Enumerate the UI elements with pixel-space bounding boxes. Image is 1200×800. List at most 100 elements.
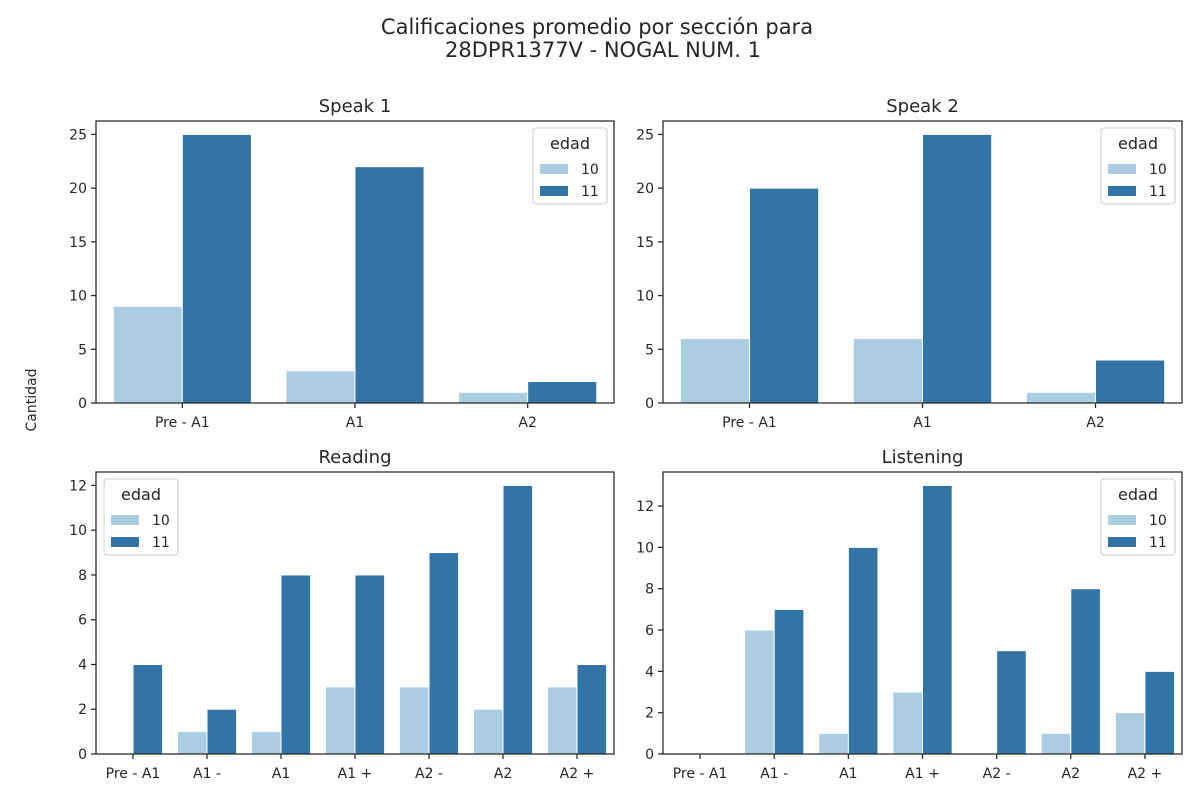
legend-entry-10: 10 (152, 513, 170, 529)
bar-10-2 (250, 731, 282, 755)
y-tick-label: 2 (78, 702, 87, 718)
bar-11-0 (181, 133, 252, 404)
y-tick-label: 5 (78, 342, 87, 358)
x-tick-label: Pre - A1 (106, 766, 161, 782)
figure-y-label: Cantidad (24, 369, 40, 432)
y-tick-label: 10 (69, 289, 87, 305)
panel-title: Reading (318, 447, 391, 468)
x-tick-label: A2 (1062, 766, 1080, 782)
figure-title-line2: 28DPR1377V - NOGAL NUM. 1 (445, 38, 761, 62)
legend-box (1100, 127, 1176, 205)
bar-10-0 (112, 305, 183, 404)
bar-11-2 (847, 546, 879, 755)
y-tick-label: 0 (645, 747, 654, 763)
bar-10-6 (546, 686, 578, 755)
x-tick-label: A2 (494, 766, 512, 782)
panel-title: Speak 2 (886, 96, 959, 117)
panel-1: Speak 2 0 5 10 15 20 25 Pre - A1 A1 A2 edad 10 11 (636, 96, 1183, 431)
x-tick-label: A1 - (760, 766, 788, 782)
y-tick-label: 10 (69, 523, 87, 539)
bar-11-4 (996, 650, 1027, 755)
legend-entry-10: 10 (1149, 513, 1167, 529)
bar-10-5 (1040, 732, 1072, 755)
legend-swatch-10 (111, 515, 139, 525)
x-tick-label: A2 (1086, 415, 1104, 431)
legend: edad 10 11 (1100, 127, 1176, 205)
bar-11-3 (922, 484, 953, 755)
bar-10-3 (892, 691, 923, 755)
y-tick-label: 4 (78, 657, 87, 673)
legend-box (1100, 478, 1176, 556)
legend-swatch-10 (1108, 164, 1136, 174)
bar-11-1 (773, 608, 805, 755)
y-tick-label: 20 (69, 181, 87, 197)
y-tick-label: 5 (645, 342, 654, 358)
y-tick-label: 12 (69, 478, 87, 494)
y-tick-label: 2 (645, 706, 654, 722)
bar-10-4 (398, 686, 430, 755)
y-tick-label: 0 (78, 396, 87, 412)
legend-entry-10: 10 (1149, 162, 1167, 178)
legend-title: edad (1118, 485, 1158, 504)
y-tick-label: 10 (636, 289, 654, 305)
legend-entry-11: 11 (1149, 184, 1167, 200)
y-tick-label: 4 (645, 664, 654, 680)
legend-title: edad (121, 485, 161, 504)
bar-11-0 (749, 187, 820, 404)
y-tick-label: 15 (636, 235, 654, 251)
bar-10-0 (679, 338, 750, 404)
x-tick-label: A2 - (415, 766, 443, 782)
legend-swatch-11 (1108, 537, 1136, 547)
bar-11-5 (502, 484, 534, 755)
panel-3: Listening 0 2 4 6 8 10 12 Pre - A1 A1 - A1 A1 + A2 -… (636, 447, 1183, 782)
bar-10-2 (1025, 391, 1097, 404)
x-tick-label: A1 (346, 415, 364, 431)
figure-title-line1: Calificaciones promedio por sección para (381, 15, 813, 39)
bar-11-3 (354, 574, 386, 755)
y-tick-label: 8 (645, 582, 654, 598)
x-tick-label: Pre - A1 (155, 415, 210, 431)
panel-title: Speak 1 (319, 96, 392, 117)
bar-10-1 (744, 629, 775, 755)
x-tick-label: Pre - A1 (673, 766, 728, 782)
legend: edad 10 11 (1100, 478, 1176, 556)
legend-swatch-11 (111, 537, 139, 547)
bar-10-1 (176, 731, 208, 755)
bar-10-1 (285, 370, 356, 404)
legend-title: edad (550, 134, 590, 153)
x-tick-label: A1 (272, 766, 290, 782)
x-tick-label: Pre - A1 (722, 415, 777, 431)
legend-swatch-11 (540, 186, 568, 196)
bar-11-6 (1144, 670, 1176, 755)
x-tick-label: A1 (913, 415, 931, 431)
x-tick-label: A1 + (338, 766, 373, 782)
y-tick-label: 0 (78, 747, 87, 763)
y-tick-label: 15 (69, 235, 87, 251)
bar-10-1 (852, 338, 923, 404)
y-tick-label: 6 (78, 613, 87, 629)
legend-box (103, 478, 179, 556)
y-tick-label: 12 (636, 499, 654, 515)
bar-11-1 (206, 708, 238, 755)
bar-11-6 (576, 663, 608, 755)
y-tick-label: 25 (636, 127, 654, 143)
bar-11-1 (922, 133, 993, 404)
legend-entry-11: 11 (1149, 535, 1167, 551)
x-tick-label: A2 (518, 415, 536, 431)
x-tick-label: A2 + (1128, 766, 1163, 782)
panel-title: Listening (882, 447, 964, 468)
legend-entry-11: 11 (152, 535, 170, 551)
bar-11-5 (1070, 588, 1101, 755)
y-tick-label: 10 (636, 540, 654, 556)
legend-swatch-10 (540, 164, 568, 174)
bar-10-3 (324, 686, 356, 755)
bar-10-2 (458, 391, 529, 404)
legend-entry-11: 11 (581, 184, 599, 200)
bar-11-0 (132, 663, 164, 755)
bar-11-1 (354, 166, 425, 404)
panel-0: Speak 1 0 5 10 15 20 25 Pre - A1 A1 A2 edad 10 11 (69, 96, 615, 431)
bar-10-5 (472, 708, 504, 755)
y-tick-label: 8 (78, 568, 87, 584)
bar-10-6 (1114, 712, 1146, 755)
